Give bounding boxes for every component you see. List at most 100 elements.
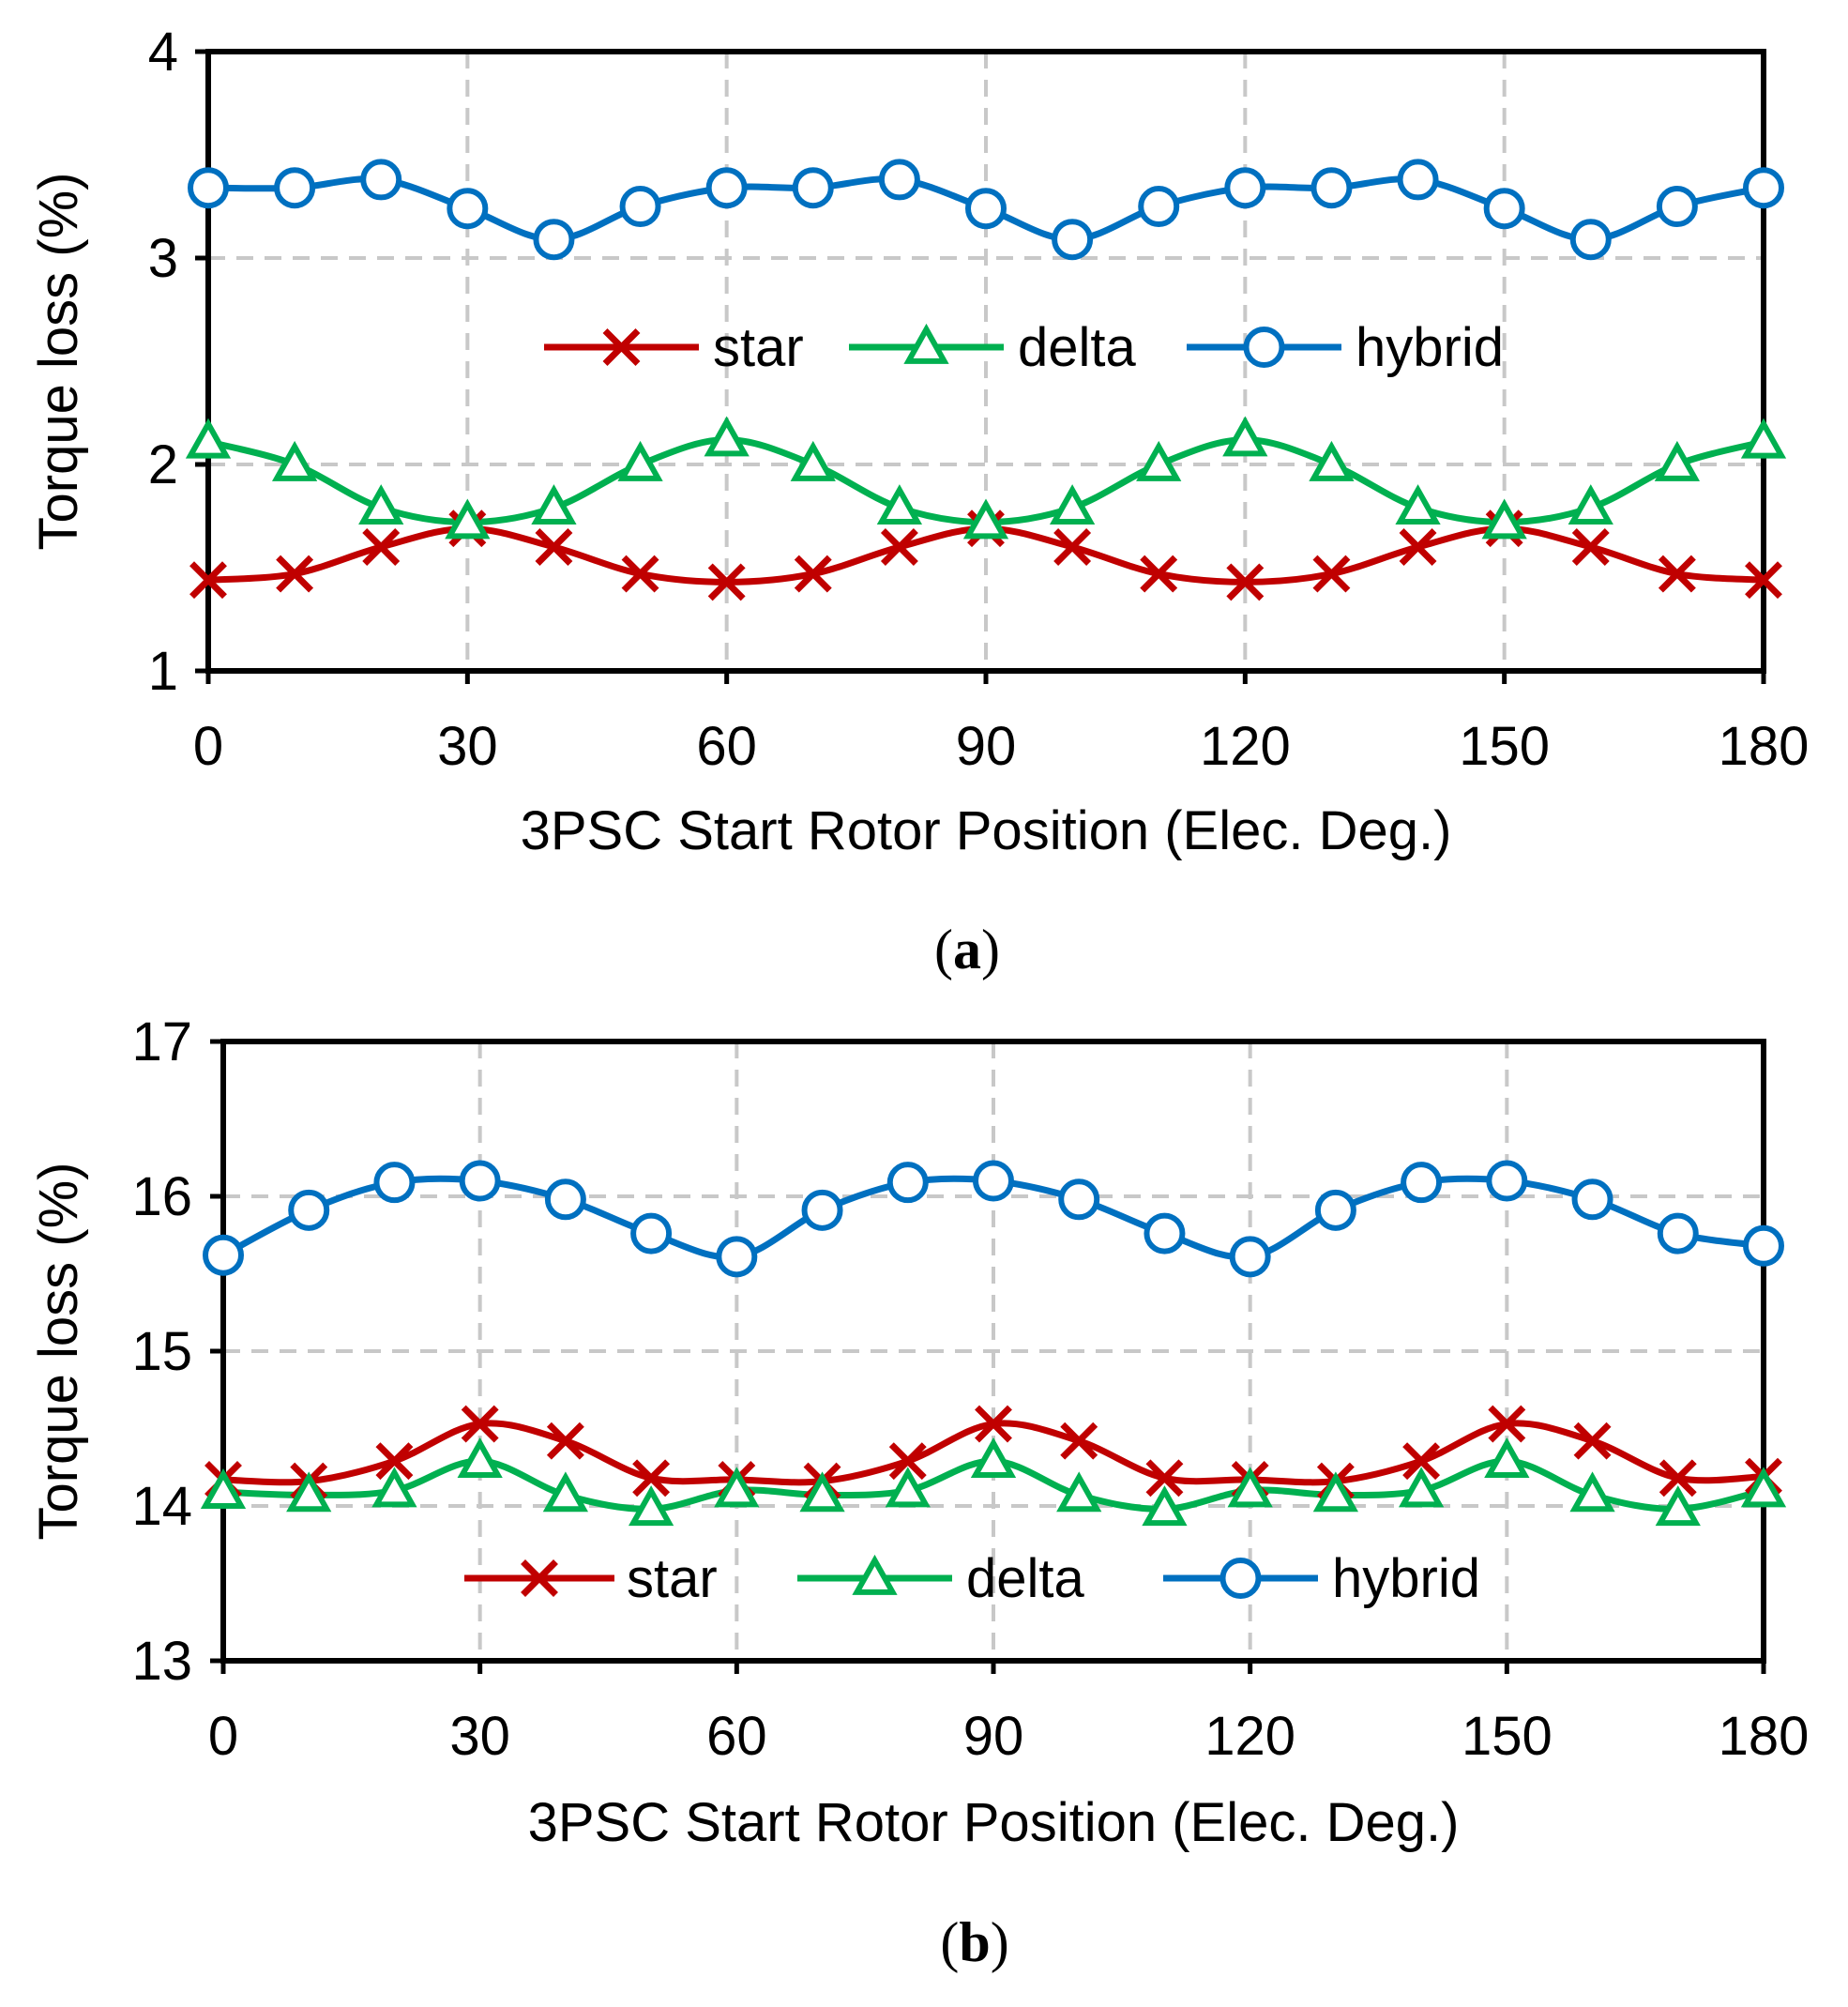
data-point-hybrid (965, 188, 1007, 230)
x-tick-label: 150 (1462, 1706, 1553, 1767)
x-tick-label: 0 (208, 1706, 238, 1767)
legend-label: delta (1018, 317, 1137, 378)
data-point-star (1571, 528, 1610, 566)
data-point-delta (970, 1437, 1017, 1478)
data-point-hybrid (973, 1160, 1014, 1202)
data-point-hybrid (1657, 1212, 1699, 1254)
legend-item-star: star (464, 1548, 718, 1609)
data-point-delta (1655, 1485, 1701, 1527)
x-tick-label: 120 (1204, 1706, 1295, 1767)
data-point-hybrid (630, 1212, 673, 1254)
y-tick-label: 16 (131, 1166, 192, 1227)
data-point-star (276, 555, 314, 593)
data-point-hybrid (1314, 1189, 1356, 1231)
data-point-delta (286, 1471, 332, 1513)
chart-panel-a: 0 30 60 90 120 150 180 1 2 3 4 3PSC Start Rotor Pos… (28, 22, 1809, 861)
x-tick-label: 150 (1459, 716, 1550, 777)
data-point-delta (1056, 1471, 1102, 1513)
x-tick-label: 30 (449, 1706, 510, 1767)
data-point-delta (1740, 1467, 1787, 1508)
data-point-delta (1481, 498, 1527, 540)
data-point-hybrid (705, 167, 748, 209)
chart-panel-b: 0 30 60 90 120 150 180 13 14 15 16 17 3PSC Start Rot… (28, 1011, 1809, 1853)
panel-caption-a: (a) (934, 919, 1000, 981)
data-point-hybrid (878, 159, 920, 201)
data-point-star (888, 1442, 927, 1481)
data-point-delta (876, 484, 923, 525)
y-tick-label: 1 (148, 641, 178, 702)
data-point-delta (445, 498, 491, 540)
data-point-hybrid (459, 1160, 501, 1202)
data-point-star (461, 1405, 499, 1443)
data-point-delta (1222, 416, 1268, 457)
data-point-delta (1227, 1467, 1273, 1508)
legend-marker-hybrid (1219, 1558, 1262, 1599)
data-point-hybrid (288, 1189, 330, 1231)
y-tick-label: 2 (148, 434, 178, 495)
data-point-delta (185, 418, 232, 459)
data-point-star (1053, 528, 1092, 566)
data-point-star (189, 561, 227, 600)
data-point-star (1573, 1422, 1612, 1460)
data-point-hybrid (203, 1234, 244, 1276)
y-tick-label: 4 (148, 22, 178, 83)
y-tick-label: 15 (131, 1321, 192, 1382)
legend-item-hybrid: hybrid (1163, 1548, 1480, 1609)
data-point-delta (1740, 418, 1787, 459)
data-point-hybrid (1571, 1178, 1613, 1221)
data-point-delta (1049, 484, 1096, 525)
data-point-hybrid (360, 159, 402, 201)
x-axis-title: 3PSC Start Rotor Position (Elec. Deg.) (528, 1792, 1460, 1853)
legend-label: delta (966, 1548, 1085, 1609)
data-point-star (1745, 561, 1782, 600)
data-point-hybrid (1483, 188, 1525, 230)
y-axis-title: Torque loss (%) (28, 1163, 89, 1541)
x-tick-label: 60 (696, 716, 757, 777)
data-point-hybrid (886, 1162, 929, 1204)
panel-caption-b: (b) (940, 1911, 1008, 1973)
legend-marker-star (521, 1559, 558, 1597)
data-point-delta (1654, 440, 1701, 481)
x-tick-label: 0 (193, 716, 223, 777)
data-point-delta (617, 440, 663, 481)
data-point-delta (542, 1471, 589, 1513)
data-point-hybrid (1224, 167, 1266, 209)
x-tick-label: 90 (956, 716, 1017, 777)
data-point-delta (200, 1468, 247, 1509)
data-point-star (1399, 528, 1437, 566)
data-point-hybrid (1743, 1224, 1784, 1267)
x-tick-label: 120 (1200, 716, 1291, 777)
legend-marker-delta (903, 323, 949, 364)
data-point-star (1226, 563, 1265, 601)
data-point-delta (457, 1437, 503, 1478)
y-tick-label: 14 (131, 1476, 192, 1537)
data-point-star (1658, 555, 1696, 593)
data-point-delta (885, 1467, 931, 1508)
y-axis-title: Torque loss (%) (28, 173, 89, 551)
data-point-delta (962, 498, 1009, 540)
data-point-hybrid (274, 167, 316, 209)
data-point-hybrid (533, 219, 575, 261)
y-tick-label: 13 (131, 1631, 192, 1692)
data-point-hybrid (1397, 159, 1439, 201)
x-tick-label: 30 (437, 716, 498, 777)
data-point-star (707, 563, 746, 601)
data-point-delta (799, 1471, 845, 1513)
y-tick-label: 3 (148, 228, 178, 289)
data-point-delta (271, 440, 318, 481)
data-point-delta (790, 440, 836, 481)
data-point-star (621, 555, 659, 593)
data-point-delta (714, 1467, 760, 1508)
x-axis-title: 3PSC Start Rotor Position (Elec. Deg.) (521, 800, 1452, 861)
data-point-star (975, 1405, 1012, 1443)
legend-marker-delta (852, 1554, 898, 1595)
data-point-hybrid (544, 1178, 586, 1221)
data-point-delta (704, 416, 750, 457)
data-point-star (1659, 1459, 1697, 1498)
data-point-delta (1484, 1437, 1530, 1478)
data-point-delta (1395, 484, 1441, 525)
x-tick-label: 90 (963, 1706, 1024, 1767)
data-point-star (632, 1459, 671, 1498)
legend-item-star: star (544, 317, 804, 378)
data-point-delta (628, 1485, 674, 1527)
